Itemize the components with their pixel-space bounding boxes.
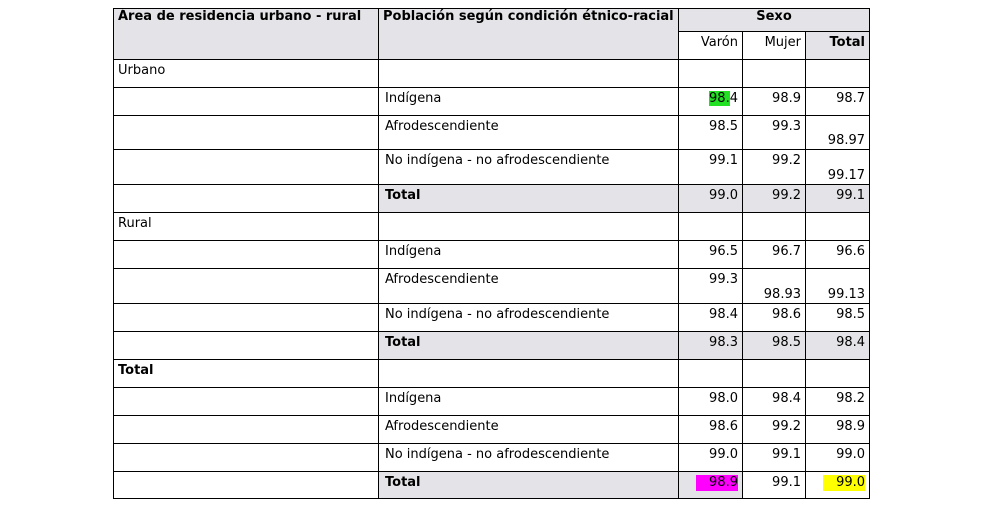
cell-varon: 98.0 xyxy=(678,387,743,416)
row-label-total: Total xyxy=(378,331,679,360)
row-label: No indígena - no afrodescendiente xyxy=(378,303,679,332)
header-area: Área de residencia urbano - rural xyxy=(113,8,379,60)
row-label: Afrodescendiente xyxy=(378,268,679,304)
cell-varon: 96.5 xyxy=(678,240,743,269)
highlight-yellow: 99.0 xyxy=(823,475,866,491)
cell-total: 99.13 xyxy=(804,268,871,304)
highlight-green: 98. xyxy=(709,91,730,106)
cell-mujer: 98.6 xyxy=(742,303,806,332)
row-label: No indígena - no afrodescendiente xyxy=(378,149,679,185)
cell-total: 98.2 xyxy=(804,387,871,416)
cell-total: 99.0 xyxy=(804,471,871,499)
data-table: Área de residencia urbano - rural Poblac… xyxy=(113,8,871,499)
highlight-magenta: 98.9 xyxy=(696,475,738,491)
cell-mujer: 99.1 xyxy=(742,443,806,472)
header-total: Total xyxy=(804,31,871,60)
cell-varon: 98.9 xyxy=(678,471,743,499)
header-varon: Varón xyxy=(678,31,743,60)
group-label: Total xyxy=(113,359,379,388)
row-label: Afrodescendiente xyxy=(378,415,679,444)
cell-total: 98.7 xyxy=(804,87,871,116)
cell-mujer: 99.1 xyxy=(742,471,806,499)
cell-varon: 98.4 xyxy=(678,87,743,116)
cell-varon: 98.3 xyxy=(678,331,743,360)
cell-total: 98.97 xyxy=(804,115,871,150)
header-mujer: Mujer xyxy=(742,31,806,60)
cell-total: 99.17 xyxy=(804,149,871,185)
cell-mujer: 99.2 xyxy=(742,184,806,213)
cell-varon: 98.6 xyxy=(678,415,743,444)
cell-varon: 98.4 xyxy=(678,303,743,332)
cell-total: 99.0 xyxy=(804,443,871,472)
cell-total: 96.6 xyxy=(804,240,871,269)
cell-mujer: 98.93 xyxy=(742,268,806,304)
group-label: Urbano xyxy=(113,59,379,88)
group-label: Rural xyxy=(113,212,379,241)
cell-mujer: 99.2 xyxy=(742,415,806,444)
cell-varon: 99.3 xyxy=(678,268,743,304)
row-label: Afrodescendiente xyxy=(378,115,679,150)
row-label: Indígena xyxy=(378,87,679,116)
header-population: Población según condición étnico-racial xyxy=(378,8,679,60)
row-label: Indígena xyxy=(378,240,679,269)
cell-total: 99.1 xyxy=(804,184,871,213)
cell-mujer: 98.4 xyxy=(742,387,806,416)
row-label-total: Total xyxy=(378,471,679,499)
cell-varon: 99.0 xyxy=(678,443,743,472)
cell-mujer: 98.9 xyxy=(742,87,806,116)
cell-total: 98.4 xyxy=(804,331,871,360)
cell-mujer: 98.5 xyxy=(742,331,806,360)
cell-total: 98.5 xyxy=(804,303,871,332)
cell-varon: 98.5 xyxy=(678,115,743,150)
header-sexo: Sexo xyxy=(677,8,871,32)
row-label: No indígena - no afrodescendiente xyxy=(378,443,679,472)
cell-total: 98.9 xyxy=(804,415,871,444)
cell-mujer: 99.3 xyxy=(742,115,806,150)
row-label: Indígena xyxy=(378,387,679,416)
cell-mujer: 96.7 xyxy=(742,240,806,269)
cell-varon: 99.0 xyxy=(678,184,743,213)
row-label-total: Total xyxy=(378,184,679,213)
cell-mujer: 99.2 xyxy=(742,149,806,185)
cell-varon: 99.1 xyxy=(678,149,743,185)
